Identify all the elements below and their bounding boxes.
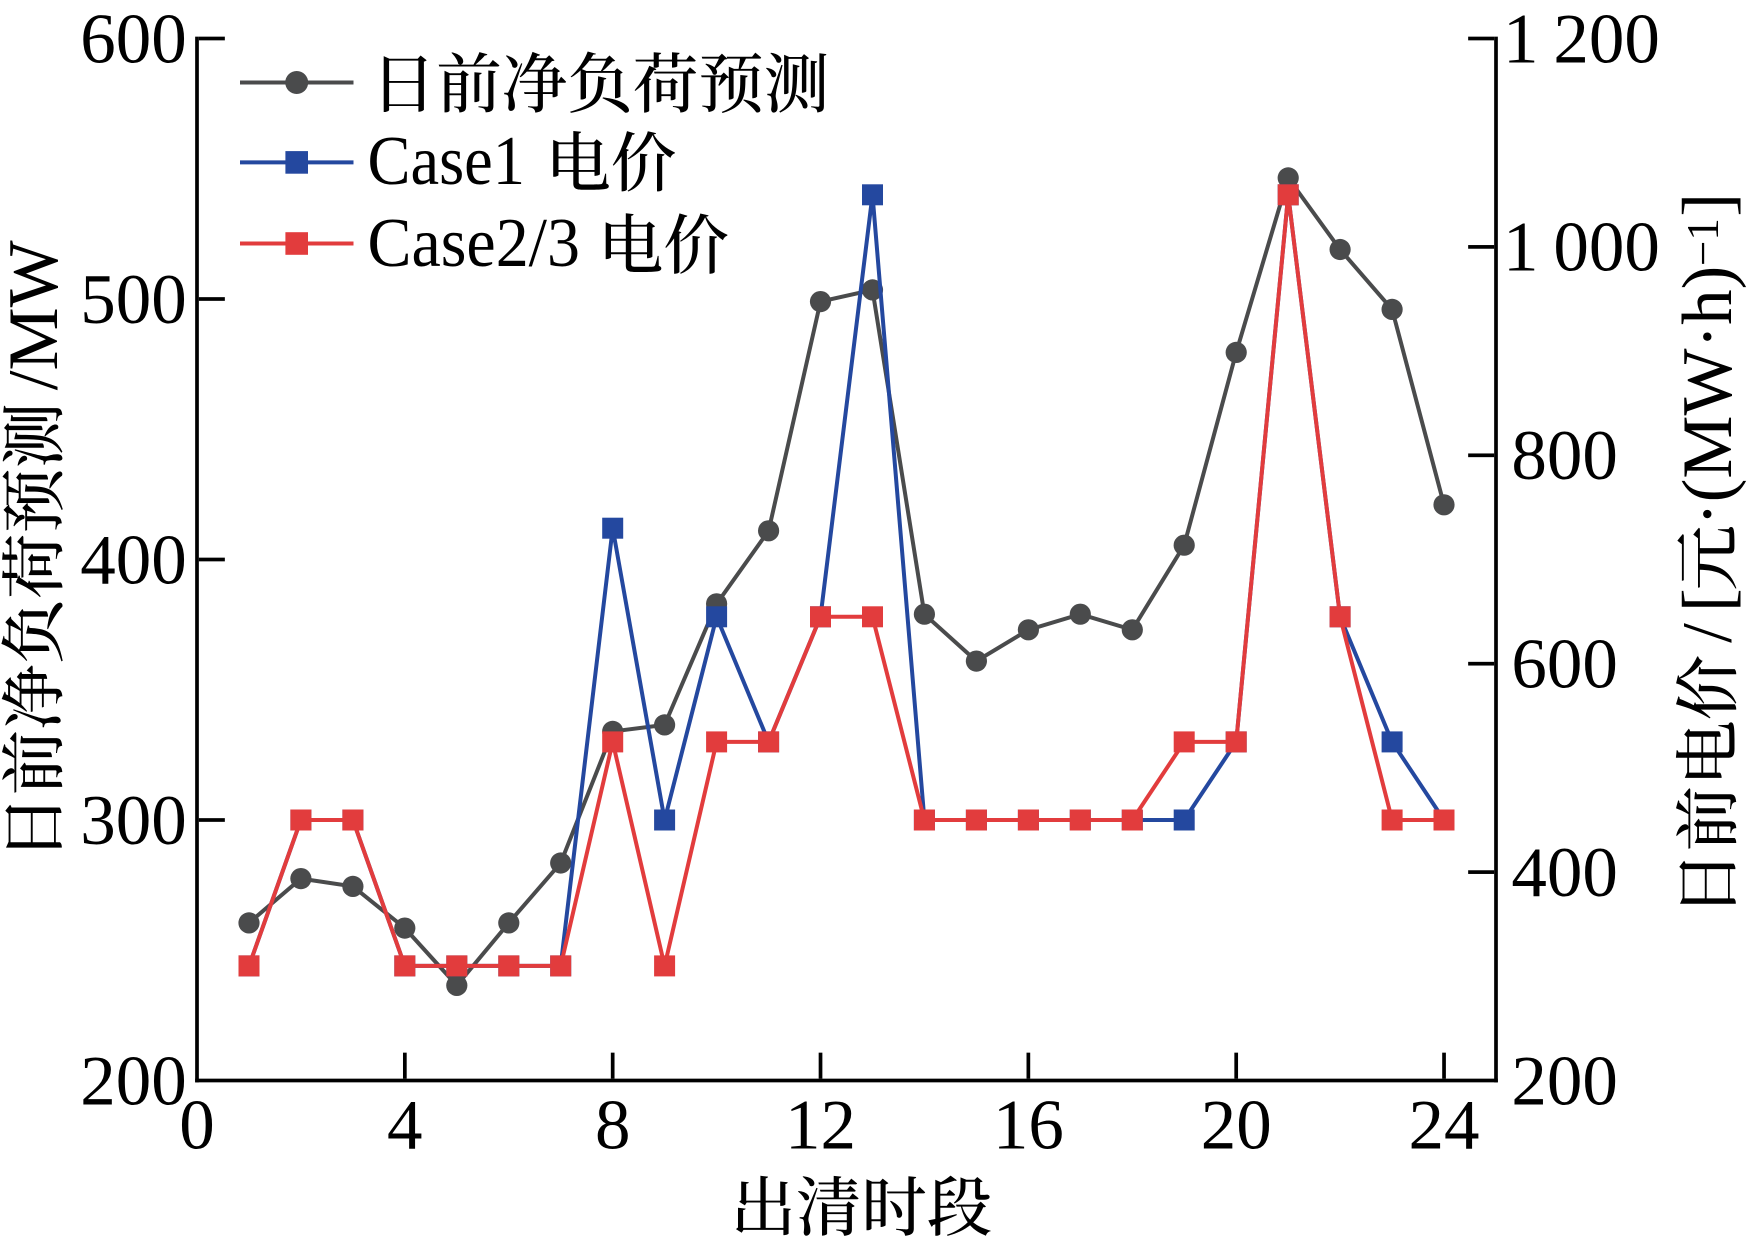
svg-text:/MW: /MW — [0, 240, 73, 390]
svg-text:1: 1 — [1503, 209, 1539, 287]
svg-text:400: 400 — [80, 521, 187, 599]
svg-text:24: 24 — [1409, 1086, 1480, 1164]
svg-text:200: 200 — [80, 1042, 187, 1120]
svg-text:0: 0 — [179, 1086, 215, 1164]
svg-text:12: 12 — [785, 1086, 856, 1164]
svg-text:2: 2 — [1553, 0, 1589, 78]
svg-text:−1: −1 — [1678, 218, 1728, 266]
svg-text:500: 500 — [80, 261, 187, 339]
svg-text:300: 300 — [80, 782, 187, 860]
svg-text:Case2/3: Case2/3 — [368, 205, 581, 282]
svg-text:800: 800 — [1511, 417, 1618, 495]
svg-text:0: 0 — [1553, 209, 1589, 287]
svg-text:4: 4 — [387, 1086, 423, 1164]
svg-text:600: 600 — [1511, 626, 1618, 704]
svg-text:Case1: Case1 — [368, 123, 526, 200]
svg-text:·(MW·h): ·(MW·h) — [1669, 266, 1747, 526]
svg-text:]: ] — [1669, 193, 1747, 217]
svg-text:1: 1 — [1503, 0, 1539, 78]
svg-text:8: 8 — [595, 1086, 631, 1164]
svg-text:00: 00 — [1589, 209, 1660, 287]
svg-text:400: 400 — [1511, 834, 1618, 912]
svg-text:16: 16 — [993, 1086, 1064, 1164]
svg-text:600: 600 — [80, 0, 187, 78]
svg-text:20: 20 — [1201, 1086, 1272, 1164]
svg-text:200: 200 — [1511, 1042, 1618, 1120]
svg-text:/: / — [1669, 623, 1747, 643]
svg-text:[: [ — [1669, 588, 1747, 612]
svg-text:00: 00 — [1589, 0, 1660, 78]
